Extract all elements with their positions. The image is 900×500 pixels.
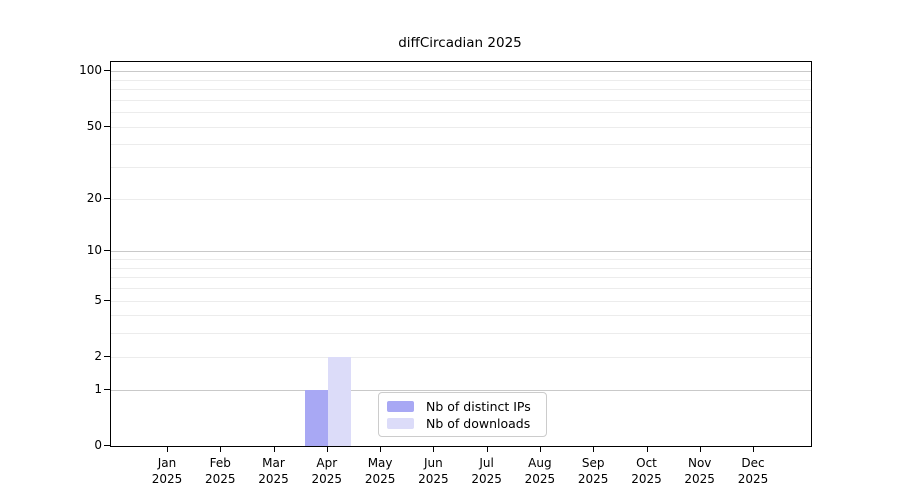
x-tick-label-apr: Apr 2025 [295, 456, 359, 487]
gridline-major-100 [111, 71, 811, 73]
legend-row-distinct-ips: Nb of distinct IPs [387, 399, 538, 414]
x-tick-label-jul: Jul 2025 [455, 456, 519, 487]
y-tick-label-0: 0 [94, 438, 102, 452]
gridline-minor-50 [111, 126, 811, 128]
y-tick-1 [104, 388, 110, 390]
x-tick-feb [220, 446, 222, 452]
legend-swatch-downloads [387, 418, 414, 429]
gridline-minor-90 [111, 79, 811, 81]
plot-area [110, 61, 812, 447]
y-tick-20 [104, 197, 110, 199]
y-tick-label-1: 1 [94, 381, 102, 396]
x-tick-label-jan: Jan 2025 [135, 456, 199, 487]
legend-row-downloads: Nb of downloads [387, 416, 538, 431]
gridline-major-1 [111, 389, 811, 391]
gridline-minor-60 [111, 112, 811, 114]
x-tick-year-jan: 2025 [151, 471, 183, 486]
gridline-minor-30 [111, 167, 811, 169]
gridline-minor-4 [111, 315, 811, 317]
legend-label-downloads: Nb of downloads [426, 416, 531, 431]
y-tick-label-50: 50 [86, 118, 102, 133]
gridline-minor-9 [111, 259, 811, 260]
legend: Nb of distinct IPs Nb of downloads [378, 392, 547, 437]
y-tick-10 [104, 250, 110, 252]
x-tick-sep [593, 446, 595, 452]
gridline-minor-8 [111, 267, 811, 269]
legend-swatch-distinct-ips [387, 401, 414, 412]
x-tick-label-mar: Mar 2025 [242, 456, 306, 487]
x-tick-label-aug: Aug 2025 [508, 456, 572, 487]
x-tick-apr [326, 446, 328, 452]
x-tick-jan [167, 446, 168, 452]
x-tick-oct [646, 446, 648, 452]
y-tick-100 [104, 70, 110, 72]
bar-nb-of-distinct-ips-apr [304, 389, 328, 446]
gridline-minor-2 [111, 356, 811, 358]
chart-title: diffCircadian 2025 [398, 35, 522, 51]
gridline-minor-7 [111, 277, 811, 279]
gridline-major-10 [111, 251, 811, 253]
x-tick-aug [539, 446, 541, 452]
x-tick-label-nov: Nov 2025 [668, 456, 732, 487]
y-tick-label-10: 10 [86, 243, 102, 258]
gridline-minor-70 [111, 99, 811, 101]
x-tick-may [380, 446, 382, 452]
gridline-minor-3 [111, 333, 811, 335]
y-tick-label-20: 20 [86, 190, 102, 205]
x-tick-year-apr: 2025 [311, 471, 343, 486]
x-tick-label-dec: Dec 2025 [721, 456, 785, 487]
x-tick-dec [753, 446, 754, 452]
x-tick-year-nov: 2025 [684, 471, 715, 486]
x-tick-mar [273, 446, 275, 452]
x-tick-jun [433, 446, 435, 452]
gridline-minor-20 [111, 198, 811, 200]
y-tick-label-100: 100 [79, 63, 102, 78]
gridline-minor-6 [111, 287, 811, 289]
gridline-minor-80 [111, 89, 811, 90]
x-tick-label-sep: Sep 2025 [561, 456, 625, 487]
x-tick-year-dec: 2025 [737, 471, 769, 486]
legend-label-distinct-ips: Nb of distinct IPs [426, 399, 531, 414]
x-tick-year-sep: 2025 [577, 471, 609, 486]
x-tick-label-may: May 2025 [348, 456, 412, 487]
bar-nb-of-downloads-apr [327, 356, 351, 446]
x-tick-label-jun: Jun 2025 [401, 456, 465, 487]
y-tick-label-2: 2 [94, 348, 102, 363]
x-tick-year-feb: 2025 [205, 471, 236, 486]
x-tick-year-oct: 2025 [631, 471, 662, 486]
y-tick-2 [104, 355, 110, 357]
x-tick-jul [486, 446, 488, 452]
x-tick-year-jun: 2025 [418, 471, 449, 486]
y-tick-label-5: 5 [94, 292, 102, 307]
x-tick-year-aug: 2025 [524, 471, 556, 486]
y-tick-50 [104, 125, 110, 127]
x-tick-nov [699, 446, 701, 452]
gridline-minor-5 [111, 300, 811, 302]
x-tick-year-mar: 2025 [258, 471, 289, 486]
x-tick-label-feb: Feb 2025 [188, 456, 252, 487]
x-tick-year-may: 2025 [364, 471, 396, 486]
y-tick-0 [104, 445, 110, 446]
x-tick-year-jul: 2025 [471, 471, 502, 486]
gridline-minor-40 [111, 144, 811, 146]
x-tick-label-oct: Oct 2025 [615, 456, 679, 487]
y-tick-5 [104, 299, 110, 301]
